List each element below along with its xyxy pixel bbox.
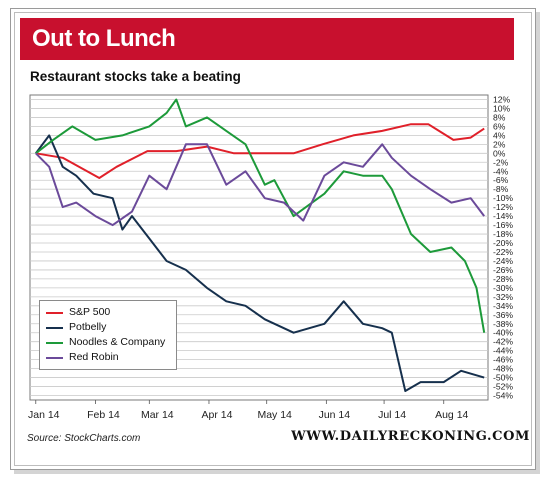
y-tick-label: 0% [493, 148, 506, 158]
legend-label: Red Robin [69, 351, 119, 363]
x-tick-label: Mar 14 [141, 409, 174, 421]
y-tick-label: 2% [493, 139, 506, 149]
header-bar: Out to Lunch [20, 18, 514, 60]
y-tick-label: -52% [493, 382, 513, 392]
y-tick-label: 10% [493, 103, 511, 113]
y-tick-label: -44% [493, 346, 513, 356]
series-line [35, 98, 486, 333]
y-tick-label: 8% [493, 112, 506, 122]
y-tick-label: -40% [493, 328, 513, 338]
legend-label: Noodles & Company [69, 336, 166, 348]
y-tick-label: -48% [493, 364, 513, 374]
x-tick-label: Aug 14 [435, 409, 468, 421]
y-tick-label: -14% [493, 211, 513, 221]
y-tick-label: 6% [493, 121, 506, 131]
y-tick-label: -46% [493, 355, 513, 365]
y-tick-label: -2% [493, 157, 509, 167]
y-tick-label: -10% [493, 193, 513, 203]
legend-label: S&P 500 [69, 306, 111, 318]
y-tick-label: -18% [493, 229, 513, 239]
y-tick-label: -4% [493, 166, 509, 176]
y-tick-label: -20% [493, 238, 513, 248]
y-tick-label: -34% [493, 301, 513, 311]
legend-swatch [46, 342, 63, 344]
y-tick-label: -50% [493, 373, 513, 383]
x-tick-label: Feb 14 [87, 409, 120, 421]
y-tick-label: -30% [493, 283, 513, 293]
x-tick-label: Apr 14 [201, 409, 232, 421]
legend-swatch [46, 357, 63, 359]
series-line [34, 134, 485, 392]
series-line [35, 143, 485, 227]
y-tick-label: -28% [493, 274, 513, 284]
source-note: Source: StockCharts.com [27, 433, 141, 444]
chart-inner-border [14, 12, 532, 466]
legend-swatch [46, 327, 63, 329]
y-tick-label: -42% [493, 337, 513, 347]
y-tick-label: -36% [493, 310, 513, 320]
x-tick-label: Jan 14 [28, 409, 60, 421]
y-tick-label: -26% [493, 265, 513, 275]
y-tick-label: -54% [493, 391, 513, 401]
y-tick-label: -22% [493, 247, 513, 257]
chart-title: Restaurant stocks take a beating [30, 69, 241, 84]
chart-legend: S&P 500 Potbelly Noodles & Company Red Robi… [39, 300, 177, 370]
x-tick-label: Jun 14 [319, 409, 351, 421]
site-url: WWW.DAILYRECKONING.COM [291, 429, 530, 444]
y-tick-label: -24% [493, 256, 513, 266]
legend-label: Potbelly [69, 321, 107, 333]
y-tick-label: -32% [493, 292, 513, 302]
y-tick-label: -8% [493, 184, 509, 194]
legend-swatch [46, 312, 63, 314]
x-tick-label: Jul 14 [378, 409, 406, 421]
y-tick-label: -38% [493, 319, 513, 329]
y-tick-label: 12% [493, 94, 511, 104]
header-title: Out to Lunch [32, 25, 176, 52]
y-tick-label: 4% [493, 130, 506, 140]
y-tick-label: -16% [493, 220, 513, 230]
x-tick-label: May 14 [257, 409, 292, 421]
y-tick-label: -6% [493, 175, 509, 185]
y-tick-label: -12% [493, 202, 513, 212]
series-line [35, 123, 485, 179]
